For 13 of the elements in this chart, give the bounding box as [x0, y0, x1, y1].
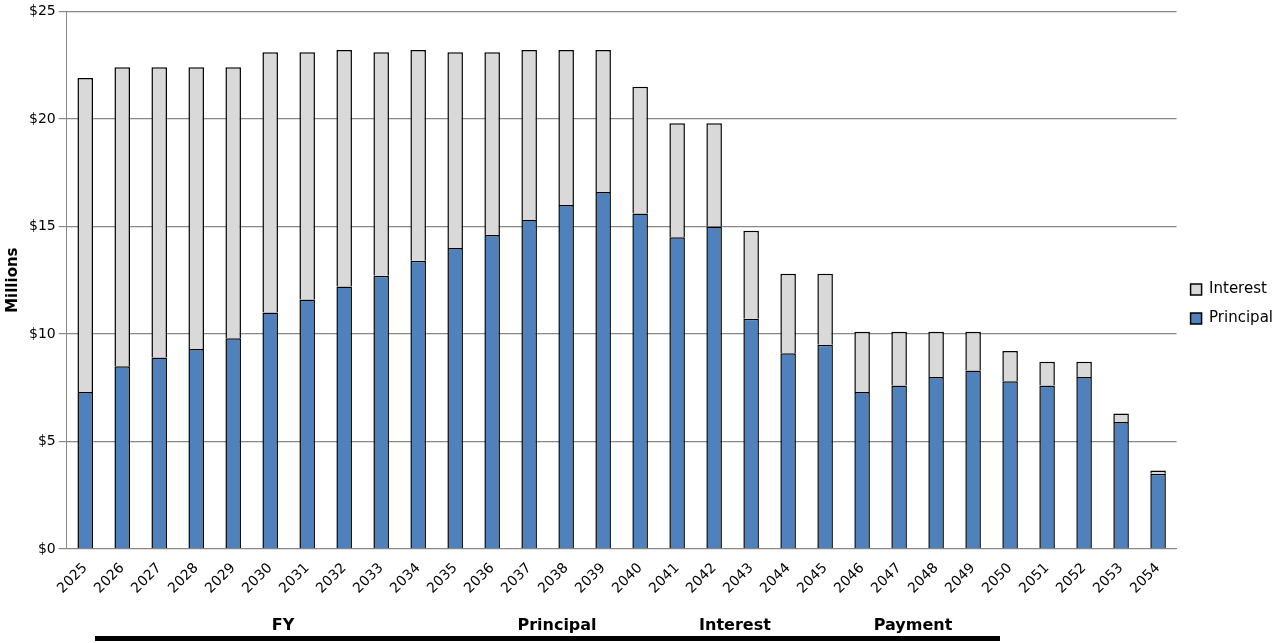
text: Payment	[873, 615, 953, 634]
legend-label: Principal	[1209, 308, 1273, 327]
y-tick-label: $0	[37, 539, 56, 556]
y-axis-title: Millions	[2, 247, 21, 313]
text: FY	[271, 615, 295, 634]
y-tick-label: $25	[28, 2, 56, 19]
y-tick-label: $20	[28, 109, 56, 126]
legend-label: Interest	[1209, 279, 1267, 298]
text: Interest	[699, 615, 771, 634]
y-tick-label: $10	[28, 324, 56, 341]
y-tick-label: $15	[28, 217, 56, 234]
y-tick-label: $5	[37, 432, 56, 449]
text: Principal	[517, 615, 597, 634]
